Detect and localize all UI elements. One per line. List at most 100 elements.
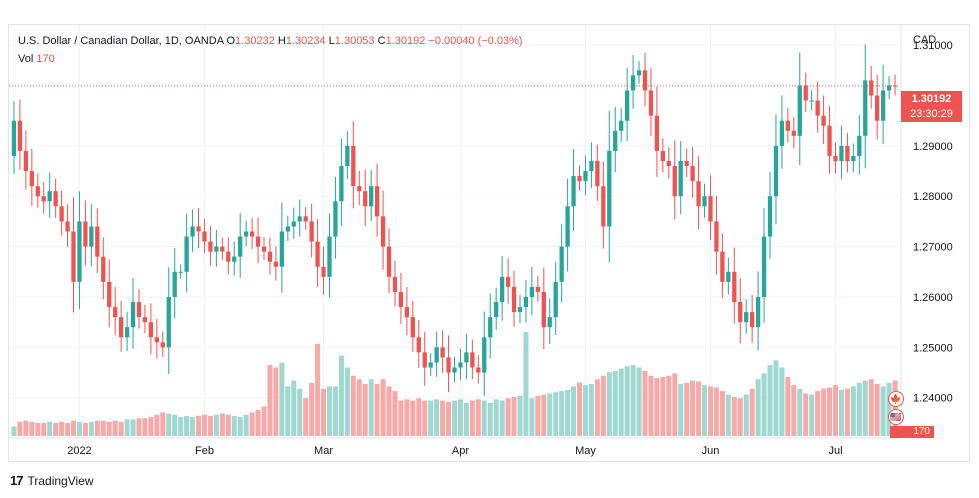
candle-body	[41, 196, 46, 202]
volume-bar	[630, 365, 636, 436]
candle-body	[571, 176, 576, 207]
candle-body	[357, 186, 362, 192]
candle-body	[440, 347, 445, 358]
low-value: 1.30053	[334, 35, 375, 47]
candle-body	[797, 85, 802, 136]
volume-bar	[761, 373, 767, 436]
candle-body	[172, 271, 177, 297]
candle-body	[547, 317, 552, 328]
candle-body	[791, 130, 796, 136]
candle-body	[166, 296, 171, 348]
volume-bar	[136, 418, 142, 436]
volume-bar	[517, 395, 523, 436]
candle-body	[559, 246, 564, 282]
volume-bar	[65, 423, 71, 436]
volume-bar	[815, 391, 821, 436]
volume-bar	[660, 376, 666, 436]
candle-body	[714, 221, 719, 252]
candle-body	[517, 307, 523, 313]
volume-bar	[321, 388, 327, 436]
close-label: C	[377, 35, 386, 47]
candle-body	[160, 342, 165, 348]
candle-body	[202, 231, 207, 242]
candle-body	[648, 90, 654, 116]
volume-bar	[130, 419, 136, 436]
candle-body	[482, 337, 487, 373]
candle-body	[464, 352, 469, 363]
x-tick-label: Mar	[314, 445, 333, 457]
volume-bar	[463, 402, 469, 436]
y-tick-label: 1.26000	[913, 292, 953, 304]
x-tick-label: Feb	[195, 445, 214, 457]
volume-bar	[499, 400, 505, 436]
candle-body	[773, 145, 779, 197]
volume-bar	[47, 421, 53, 436]
volume-bar	[451, 400, 458, 436]
volume-bar	[844, 388, 850, 436]
volume-bar	[743, 394, 749, 436]
candle-body	[273, 261, 279, 267]
candle-body	[642, 70, 648, 91]
volume-bar	[404, 399, 410, 436]
candle-body	[613, 130, 618, 151]
candle-body	[672, 166, 677, 197]
candle-body	[113, 307, 118, 318]
footer-brand[interactable]: 17 TradingView	[10, 473, 94, 488]
volume-bar	[767, 365, 773, 436]
y-tick-label: 1.27000	[913, 242, 953, 254]
volume-bar	[344, 367, 350, 436]
volume-tag: 170	[890, 426, 934, 438]
candle-body	[118, 317, 124, 338]
candle-body	[345, 145, 350, 167]
volume-bar	[273, 367, 279, 436]
volume-bar	[17, 421, 23, 436]
volume-bar	[326, 386, 332, 436]
candle-body	[636, 70, 642, 76]
volume-bar	[487, 402, 493, 436]
volume-bar	[612, 371, 618, 436]
candle-body	[702, 196, 707, 207]
candle-body	[624, 90, 630, 121]
volume-bar	[785, 376, 791, 436]
candle-body	[660, 150, 665, 161]
candle-body	[71, 231, 76, 282]
candle-body	[11, 120, 17, 156]
candle-body	[470, 352, 475, 368]
volume-bar	[791, 385, 797, 436]
candle-body	[809, 100, 814, 102]
volume-bar	[493, 399, 499, 436]
candle-body	[738, 302, 743, 323]
volume-bar	[178, 417, 184, 436]
currency-label: CAD	[913, 34, 937, 46]
volume-bar	[291, 380, 297, 436]
candle-body	[101, 256, 106, 282]
candle-body	[309, 221, 314, 242]
candle-body	[750, 312, 755, 328]
candle-body	[803, 85, 808, 101]
candle-body	[386, 246, 392, 277]
volume-bar	[707, 386, 713, 436]
volume-bar	[773, 360, 779, 436]
candle-body	[619, 120, 624, 131]
y-tick-label: 1.24000	[913, 393, 953, 405]
volume-bar	[624, 366, 630, 436]
candle-body	[863, 80, 868, 136]
candle-body	[434, 347, 439, 363]
volume-bar	[350, 375, 356, 436]
us-flag-icon: 🇺🇸	[888, 409, 904, 425]
candle-body	[529, 286, 535, 297]
candle-body	[410, 317, 415, 338]
candle-body	[767, 196, 773, 237]
volume-bar	[267, 365, 273, 436]
y-tick-label: 1.29000	[913, 141, 953, 153]
volume-bar	[719, 391, 725, 436]
symbol-title: U.S. Dollar / Canadian Dollar, 1D, OANDA	[18, 35, 224, 47]
volume-bar	[285, 386, 291, 436]
ohlc-legend: U.S. Dollar / Canadian Dollar, 1D, OANDA…	[18, 35, 523, 47]
volume-bar	[88, 421, 94, 436]
candle-body	[785, 120, 791, 131]
candle-body	[363, 191, 368, 207]
candle-body	[708, 196, 713, 222]
volume-bar	[541, 394, 547, 436]
